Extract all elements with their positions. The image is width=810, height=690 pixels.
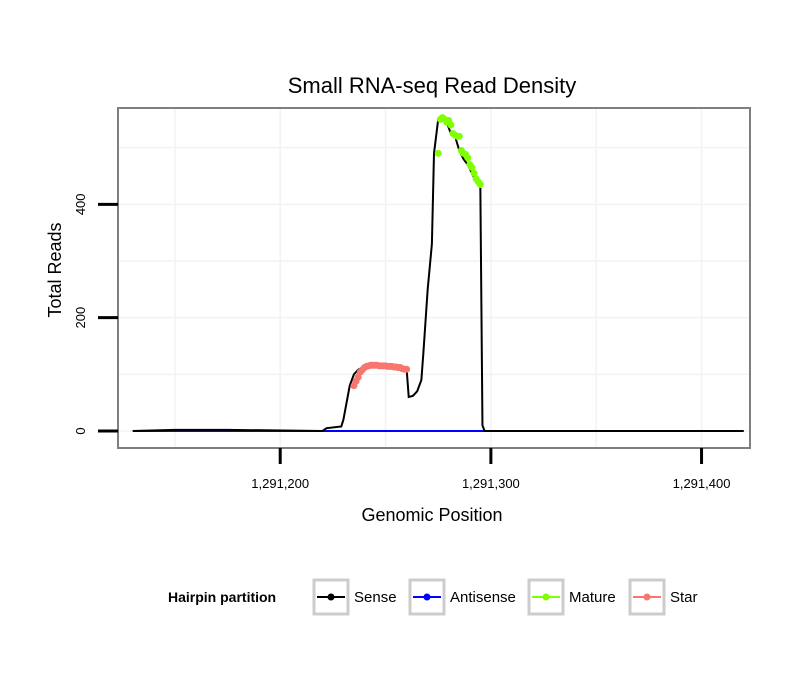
chart-title: Small RNA-seq Read Density bbox=[288, 73, 577, 98]
legend-item-mature: Mature bbox=[527, 578, 616, 616]
data-point-mature bbox=[434, 149, 442, 157]
series-line-sense bbox=[132, 117, 744, 433]
plot-border bbox=[117, 107, 751, 449]
legend-label: Star bbox=[670, 589, 698, 606]
legend-key-point bbox=[643, 593, 651, 601]
data-point-mature bbox=[455, 132, 463, 140]
legend-label: Antisense bbox=[450, 589, 516, 606]
data-point-mature bbox=[447, 121, 455, 129]
y-axis-label: Total Reads bbox=[45, 222, 65, 317]
data-point-star bbox=[403, 365, 411, 373]
data-point-mature bbox=[476, 181, 484, 188]
legend-key-point bbox=[423, 593, 431, 601]
data-point-mature bbox=[470, 169, 478, 177]
data-point-mature bbox=[464, 154, 472, 162]
legend-item-star: Star bbox=[628, 578, 698, 616]
y-tick-label: 400 bbox=[73, 193, 88, 215]
legend-item-sense: Sense bbox=[312, 578, 397, 616]
y-tick-label: 0 bbox=[73, 427, 88, 434]
legend-title: Hairpin partition bbox=[168, 589, 276, 605]
x-axis-label: Genomic Position bbox=[361, 505, 502, 525]
legend-item-antisense: Antisense bbox=[408, 578, 516, 616]
legend-key-point bbox=[542, 593, 550, 601]
x-tick-label: 1,291,400 bbox=[673, 476, 731, 491]
legend-label: Sense bbox=[354, 589, 397, 606]
legend-label: Mature bbox=[569, 589, 616, 606]
data-point-mature bbox=[468, 164, 476, 171]
x-tick-label: 1,291,300 bbox=[462, 476, 520, 491]
y-tick-label: 200 bbox=[73, 307, 88, 329]
x-tick-label: 1,291,200 bbox=[251, 476, 309, 491]
legend-key-point bbox=[327, 593, 335, 601]
